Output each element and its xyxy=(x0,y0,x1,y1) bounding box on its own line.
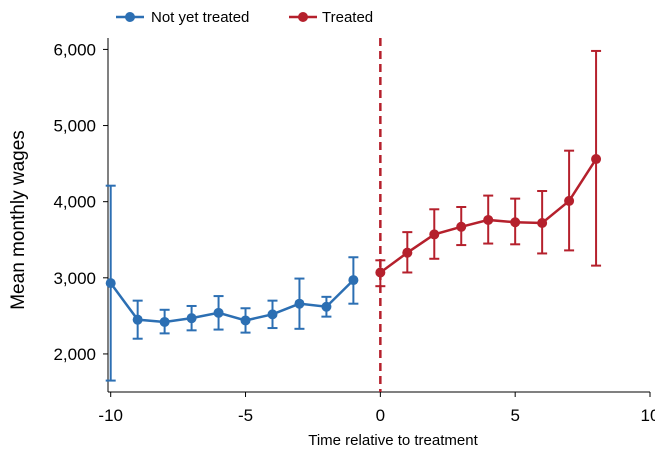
x-tick-label: -10 xyxy=(98,406,123,425)
legend-label: Not yet treated xyxy=(151,9,249,26)
data-point xyxy=(159,316,170,327)
x-axis-ticks: -10 -5 0 5 10 xyxy=(98,392,655,425)
data-point xyxy=(564,195,575,206)
legend-item-not-yet-treated: Not yet treated xyxy=(116,9,249,26)
data-point xyxy=(294,298,305,309)
data-point xyxy=(402,247,413,258)
data-point xyxy=(429,229,440,240)
data-point xyxy=(456,221,467,232)
data-point xyxy=(591,154,602,165)
y-tick-label: 2,000 xyxy=(53,345,96,364)
data-point xyxy=(375,267,386,278)
data-point xyxy=(186,313,197,324)
data-point xyxy=(483,214,494,225)
series-line xyxy=(109,279,355,324)
data-point xyxy=(510,217,521,228)
series-not-yet-treated xyxy=(105,184,359,382)
data-point xyxy=(213,307,224,318)
y-axis-ticks: 2,000 3,000 4,000 5,000 6,000 xyxy=(53,40,108,364)
data-point xyxy=(267,309,278,320)
legend-item-treated: Treated xyxy=(289,9,373,26)
y-axis-title: Mean monthly wages xyxy=(8,130,29,310)
y-tick-label: 4,000 xyxy=(53,193,96,212)
data-point xyxy=(132,314,143,325)
x-axis-title: Time relative to treatment xyxy=(308,432,478,449)
y-tick-label: 6,000 xyxy=(53,40,96,59)
y-tick-label: 5,000 xyxy=(53,117,96,136)
legend-label: Treated xyxy=(322,9,373,26)
x-tick-label: 5 xyxy=(510,406,519,425)
y-tick-label: 3,000 xyxy=(53,269,96,288)
axes: -10 -5 0 5 10 2,000 3,000 4,000 5,000 6,000 Time… xyxy=(8,38,655,449)
data-point xyxy=(105,278,116,289)
plot-area xyxy=(105,49,602,382)
data-point xyxy=(321,301,332,312)
data-point xyxy=(537,217,548,228)
legend: Not yet treated Treated xyxy=(116,9,373,26)
x-tick-label: -5 xyxy=(238,406,253,425)
legend-swatch-marker xyxy=(125,12,135,22)
legend-swatch-marker xyxy=(298,12,308,22)
data-point xyxy=(240,315,251,326)
x-tick-label: 10 xyxy=(641,406,655,425)
series-treated xyxy=(375,49,602,288)
data-point xyxy=(348,275,359,286)
x-tick-label: 0 xyxy=(376,406,385,425)
